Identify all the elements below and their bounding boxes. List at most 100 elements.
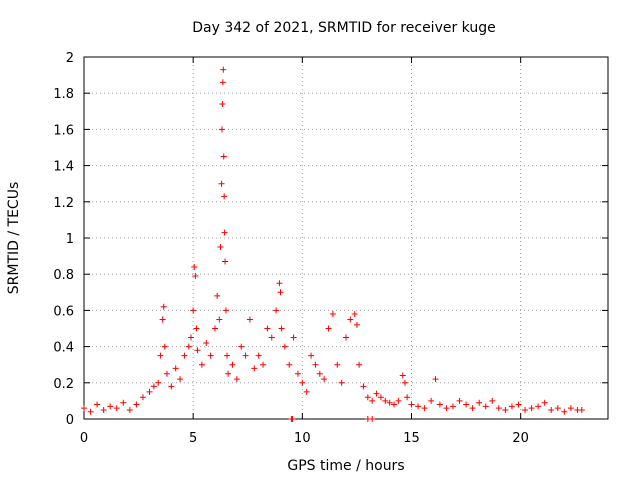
y-tick-label: 1.4 [53,160,74,175]
data-point [214,292,221,299]
data-point [408,401,415,408]
data-point [107,403,114,410]
data-point [207,352,214,359]
data-point [338,379,345,386]
data-point [157,352,164,359]
data-point [172,365,179,372]
plot-frame [83,56,609,420]
data-point [242,352,249,359]
data-point [369,397,376,404]
data-point [133,401,140,408]
y-axis-label: SRMTID / TECUs [6,182,22,295]
data-point [522,406,529,413]
y-tick-label: 1.2 [53,196,74,211]
x-tick-label: 0 [80,431,88,446]
y-tick-label: 2 [66,51,74,66]
data-point [238,343,245,350]
data-point [150,383,157,390]
data-point [436,401,443,408]
data-point [81,405,87,412]
data-point [356,361,363,368]
data-point [190,307,197,314]
data-point [360,383,367,390]
data-point [432,376,439,383]
data-point [219,101,226,108]
data-point [218,126,225,133]
data-point [198,361,205,368]
data-point [294,370,301,377]
data-point [161,343,168,350]
data-point [278,325,285,332]
data-point [219,79,226,86]
data-point [469,405,476,412]
grid-layer [84,57,608,419]
x-tick-label: 15 [403,431,420,446]
data-point [177,376,184,383]
data-point [273,307,280,314]
data-point [222,258,229,265]
data-point [404,394,411,401]
y-tick-label: 1.8 [53,87,74,102]
data-point [489,397,496,404]
data-point [351,311,358,318]
x-axis-label: GPS time / hours [287,458,404,474]
y-tick-label: 1.6 [53,123,74,138]
data-point [535,403,542,410]
data-point [289,416,296,422]
y-tick-label: 0 [66,413,74,428]
y-tick-label: 0.8 [53,268,74,283]
data-point [316,370,323,377]
data-point [233,376,240,383]
data-point [220,153,227,160]
data-point [421,405,428,412]
data-point [482,403,489,410]
data-point [246,316,253,323]
data-point [321,376,328,383]
data-point [120,399,127,406]
data-point [463,401,470,408]
data-point [353,321,360,328]
data-point [443,405,450,412]
data-point [377,394,384,401]
data-point [139,394,146,401]
data-point [187,334,194,341]
data-point [113,405,120,412]
data-point [255,352,262,359]
data-point [561,408,568,415]
data-point [401,379,408,386]
data-point [495,405,502,412]
data-point [203,339,210,346]
data-point [343,334,349,341]
data-point [277,289,284,296]
data-point [159,316,166,323]
data-point [229,361,236,368]
data-point [364,394,371,401]
data-point [217,244,224,251]
data-point [449,403,456,410]
tick-layer: 00.20.40.60.811.21.41.61.820 5 10 15 20 [53,51,608,446]
data-point [191,263,198,270]
data-point [415,403,422,410]
data-point [312,361,319,368]
data-point [329,311,336,318]
data-point [192,273,199,280]
data-point [308,352,315,359]
data-point [428,397,435,404]
data-point [347,316,354,323]
data-point [373,390,380,397]
data-point [155,379,162,386]
data-point [281,343,288,350]
y-tick-label: 0.6 [53,304,74,319]
x-tick-label: 10 [294,431,311,446]
data-point [508,403,515,410]
data-point [224,352,231,359]
data-point [194,347,201,354]
data-point [502,406,509,413]
data-point [216,316,223,323]
y-tick-label: 1 [66,232,74,247]
data-point [399,372,406,379]
data-point [476,399,483,406]
data-point [554,405,561,412]
data-point [276,280,283,287]
